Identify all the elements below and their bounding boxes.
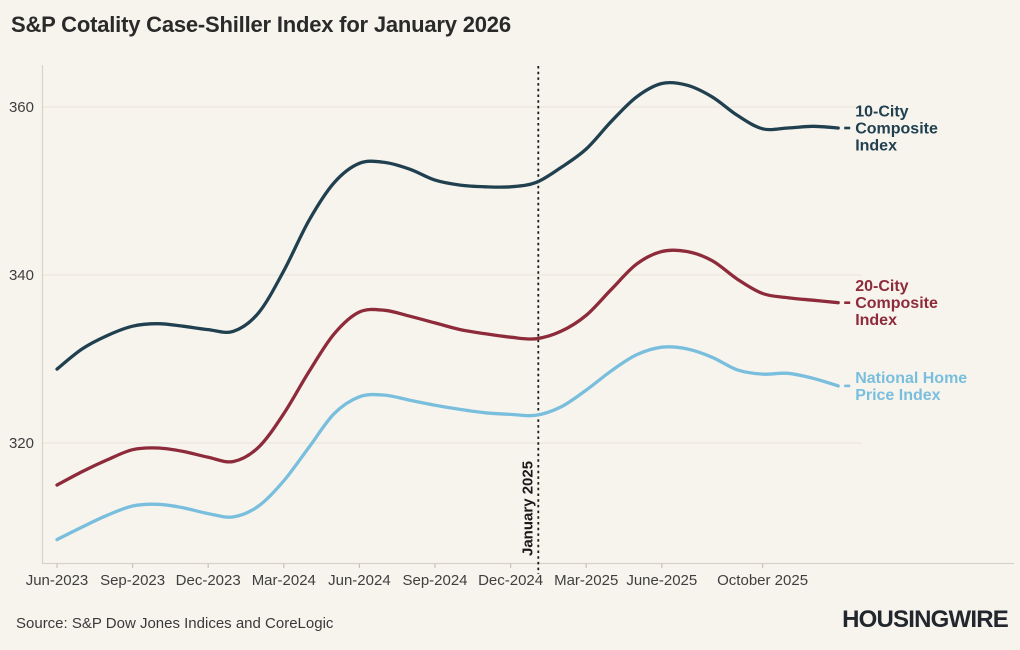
x-tick-label: Dec-2024 <box>478 572 543 589</box>
y-tick-label: 340 <box>9 267 34 284</box>
x-tick-label: Sep-2023 <box>100 572 165 589</box>
housingwire-logo: HOUSINGWIRE <box>842 606 1009 633</box>
legend-label-national-home-price-index: National Home Price Index <box>855 370 967 404</box>
y-tick-label: 360 <box>9 99 34 116</box>
x-tick-label: Jun-2023 <box>26 572 89 589</box>
source-note: Source: S&P Dow Jones Indices and CoreLo… <box>16 615 334 632</box>
x-tick-label: Mar-2024 <box>252 572 316 589</box>
annotation-label: January 2025 <box>519 461 536 556</box>
x-tick-label: October 2025 <box>717 572 808 589</box>
x-tick-label: Dec-2023 <box>176 572 241 589</box>
legend-label-10-city-composite-index: 10-City Composite Index <box>855 104 938 155</box>
x-tick-label: June-2025 <box>626 572 697 589</box>
y-tick-label: 320 <box>9 435 34 452</box>
legend-label-20-city-composite-index: 20-City Composite Index <box>855 278 938 329</box>
series-line-20-city-composite-index <box>55 248 840 487</box>
x-tick-label: Jun-2024 <box>328 572 391 589</box>
series-line-10-city-composite-index <box>55 80 840 371</box>
x-tick-label: Sep-2024 <box>402 572 467 589</box>
chart-title: S&P Cotality Case-Shiller Index for Janu… <box>11 12 511 37</box>
series-line-national-home-price-index <box>55 345 840 542</box>
x-tick-label: Mar-2025 <box>554 572 618 589</box>
